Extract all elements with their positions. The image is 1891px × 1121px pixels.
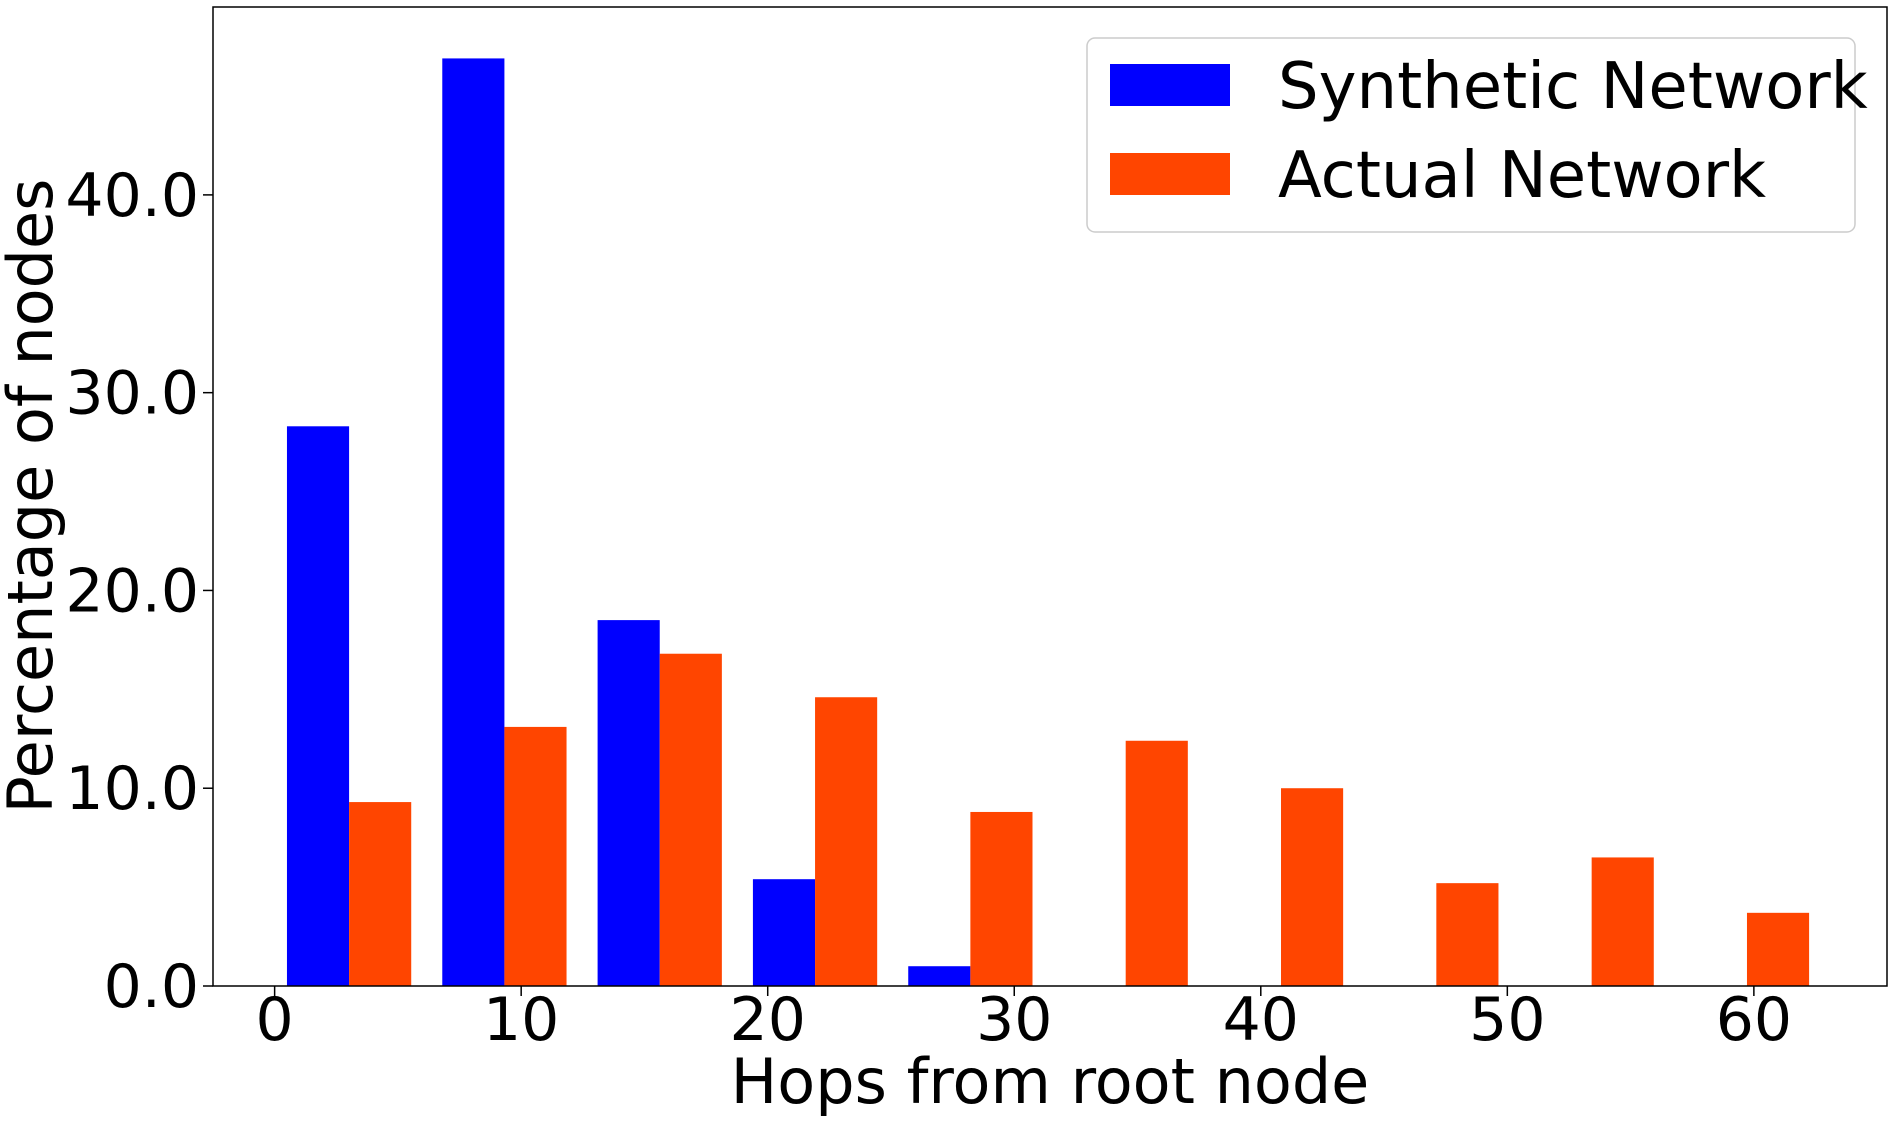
y-tick-label: 20.0 xyxy=(65,556,199,626)
bars-group xyxy=(286,58,1810,987)
bar-actual-0 xyxy=(349,802,412,986)
bar-actual-7 xyxy=(1436,883,1499,986)
bar-actual-1 xyxy=(504,726,567,986)
plot-area-frame xyxy=(212,6,1888,987)
legend-frame xyxy=(1086,37,1856,233)
x-tick-label: 0 xyxy=(256,985,294,1055)
y-axis-title: Percentage of nodes xyxy=(0,179,67,814)
bar-actual-9 xyxy=(1746,912,1810,986)
bar-synthetic-4 xyxy=(908,966,971,986)
bar-actual-4 xyxy=(970,811,1033,986)
legend-label-synthetic: Synthetic Network xyxy=(1278,50,1868,124)
bar-actual-5 xyxy=(1125,740,1188,986)
bar-synthetic-1 xyxy=(442,58,505,987)
y-tick-label: 10.0 xyxy=(65,754,199,824)
x-tick-label: 20 xyxy=(730,985,806,1055)
x-axis-title: Hops from root node xyxy=(731,1045,1370,1118)
x-tick-label: 40 xyxy=(1223,985,1299,1055)
y-tick-label: 40.0 xyxy=(65,161,199,231)
bar-actual-3 xyxy=(815,697,878,986)
bar-synthetic-2 xyxy=(597,620,660,986)
legend-swatch-synthetic xyxy=(1110,64,1230,106)
legend-swatch-actual xyxy=(1110,153,1230,195)
x-tick-label: 50 xyxy=(1469,985,1545,1055)
y-tick-label: 30.0 xyxy=(65,359,199,429)
bar-synthetic-3 xyxy=(752,879,816,986)
legend-label-actual: Actual Network xyxy=(1278,139,1766,213)
y-axis-ticks: 0.0 10.0 20.0 30.0 40.0 xyxy=(65,161,213,1022)
bar-actual-6 xyxy=(1281,788,1344,986)
x-tick-label: 10 xyxy=(483,985,559,1055)
x-tick-label: 60 xyxy=(1716,985,1792,1055)
bar-actual-2 xyxy=(659,653,722,986)
bar-actual-8 xyxy=(1591,857,1654,986)
x-tick-label: 30 xyxy=(976,985,1052,1055)
y-tick-label: 0.0 xyxy=(104,952,199,1022)
legend: Synthetic Network Actual Network xyxy=(1086,37,1868,233)
bar-synthetic-0 xyxy=(286,426,350,986)
x-axis-ticks: 0 10 20 30 40 50 60 xyxy=(256,985,1793,1055)
